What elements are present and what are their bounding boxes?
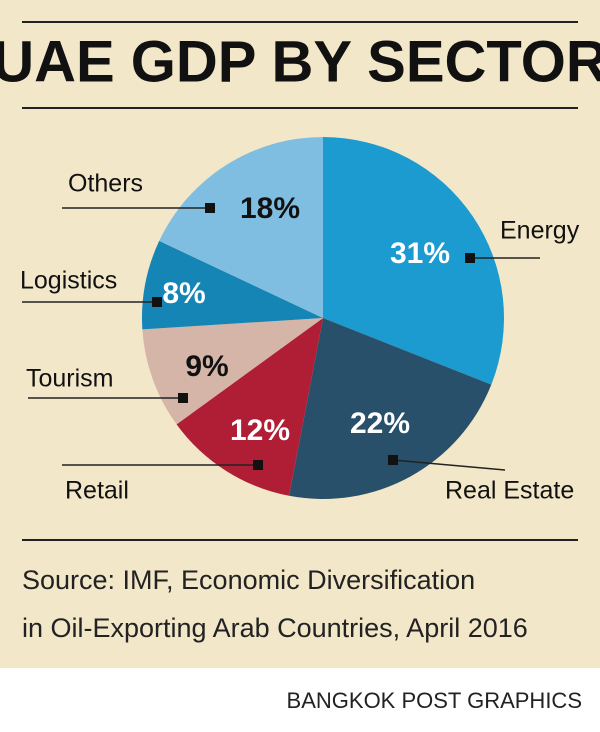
leader-marker xyxy=(388,455,398,465)
slice-label: Retail xyxy=(65,477,129,505)
pie-slice xyxy=(289,318,492,499)
source: in Oil-Exporting Arab Countries, April 2… xyxy=(22,613,528,643)
leader-marker xyxy=(205,203,215,213)
value-label: 8% xyxy=(162,277,205,310)
leader-line xyxy=(392,459,506,471)
value-label: 22% xyxy=(350,407,410,440)
pie-slice xyxy=(323,137,505,385)
leader-marker xyxy=(178,393,188,403)
leader-marker xyxy=(465,253,475,263)
footer-background xyxy=(0,668,600,732)
leader-marker xyxy=(253,460,263,470)
pie-slice xyxy=(176,318,323,496)
slice-label: Logistics xyxy=(20,267,117,295)
pie-slice xyxy=(159,137,323,318)
pie-slice xyxy=(142,240,323,330)
slice-label: Energy xyxy=(500,217,580,245)
slice-label: Tourism xyxy=(26,365,114,393)
value-label: 18% xyxy=(240,192,300,225)
source: Source: IMF, Economic Diversification xyxy=(22,565,475,595)
slice-label: Real Estate xyxy=(445,477,574,505)
leader-marker xyxy=(152,297,162,307)
value-label: 9% xyxy=(185,350,228,383)
slice-label: Others xyxy=(68,170,143,198)
chart-title: UAE GDP BY SECTOR xyxy=(0,29,600,94)
credit: BANGKOK POST GRAPHICS xyxy=(287,688,582,713)
value-label: 12% xyxy=(230,414,290,447)
value-label: 31% xyxy=(390,237,450,270)
